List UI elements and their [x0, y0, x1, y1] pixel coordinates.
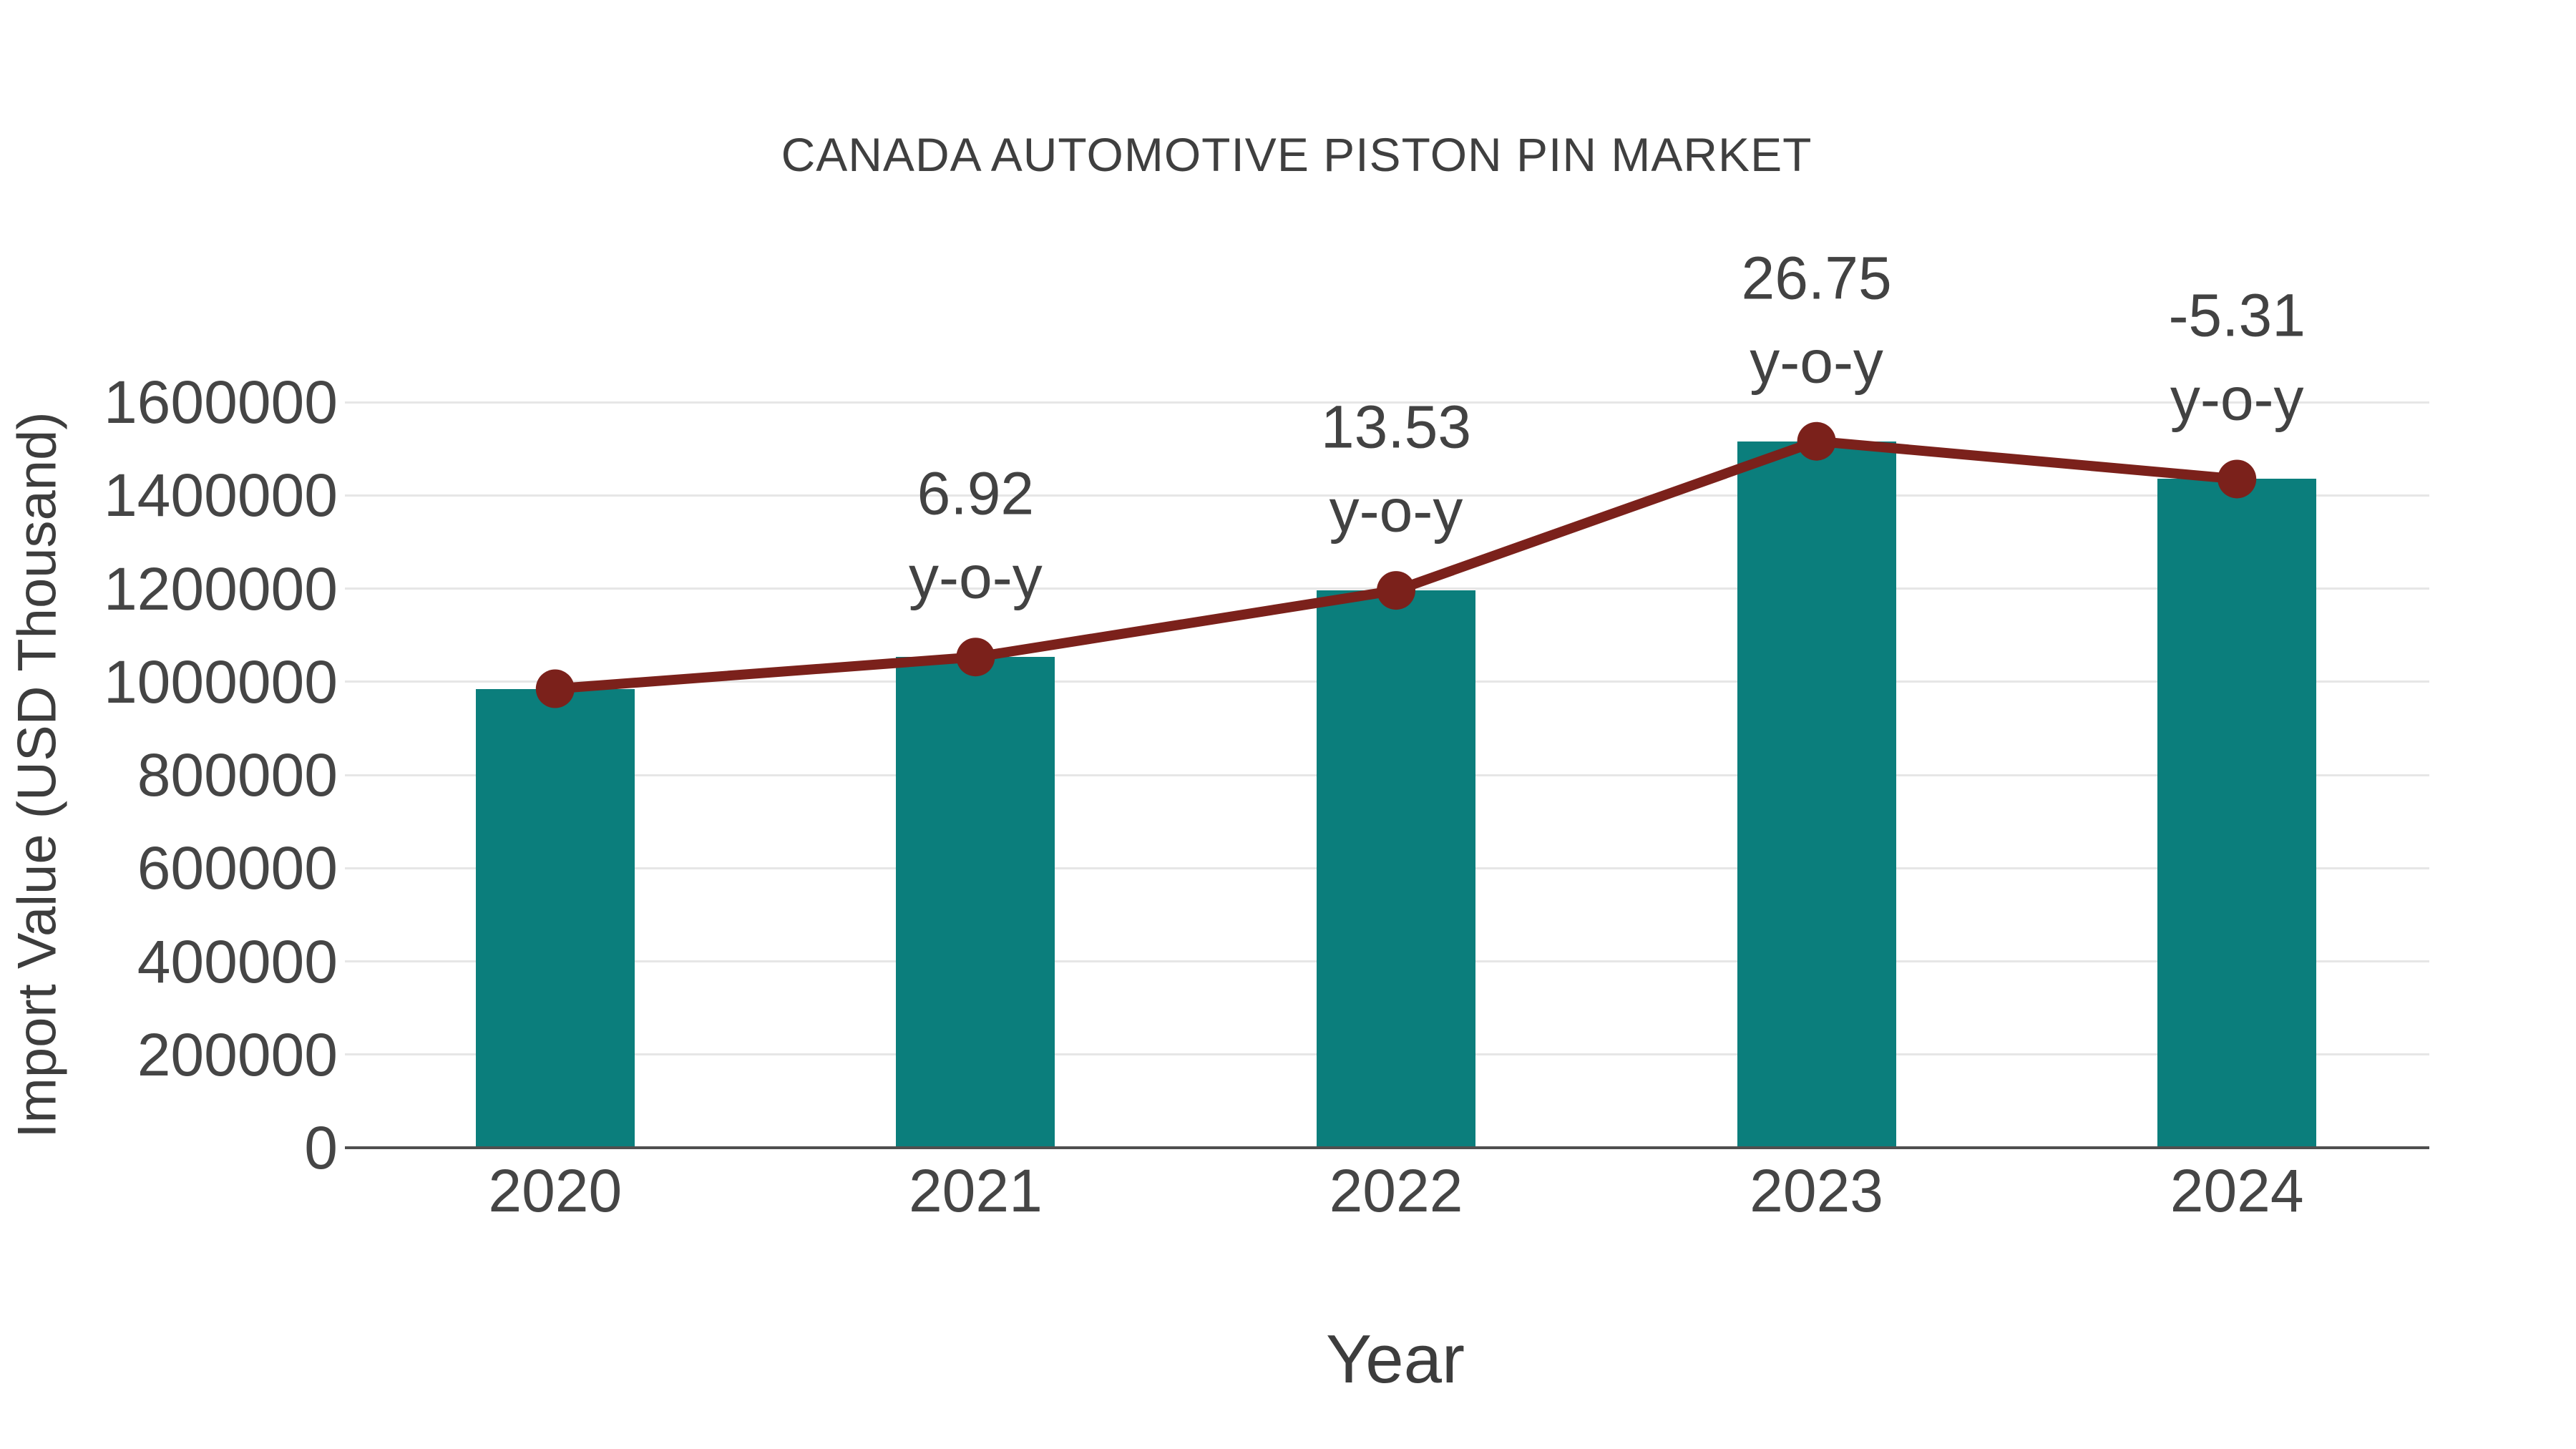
y-tick-label-1000000: 1000000 — [103, 648, 338, 716]
x-tick-label-2020: 2020 — [488, 1157, 623, 1224]
yoy-suffix-label-2022: y-o-y — [1329, 477, 1463, 545]
yoy-suffix-label-2023: y-o-y — [1750, 328, 1883, 396]
yoy-suffix-label-2021: y-o-y — [909, 543, 1043, 611]
yoy-value-label-2021: 6.92 — [917, 459, 1035, 527]
y-tick-label-1400000: 1400000 — [103, 462, 338, 530]
gridline-1600000 — [345, 401, 2429, 404]
y-tick-label-800000: 800000 — [137, 741, 338, 809]
x-tick-label-2024: 2024 — [2170, 1157, 2304, 1224]
y-tick-label-400000: 400000 — [137, 927, 338, 995]
bar-2024 — [2157, 479, 2317, 1148]
x-tick-label-2021: 2021 — [908, 1157, 1043, 1224]
yoy-suffix-label-2024: y-o-y — [2170, 365, 2304, 433]
bar-2022 — [1317, 590, 1475, 1148]
y-tick-label-200000: 200000 — [137, 1020, 338, 1088]
bar-2023 — [1737, 441, 1896, 1148]
bar-2020 — [475, 688, 635, 1148]
bar-2021 — [896, 657, 1055, 1148]
x-tick-label-2022: 2022 — [1329, 1157, 1463, 1224]
x-axis-line — [345, 1146, 2429, 1149]
chart-title: CANADA AUTOMOTIVE PISTON PIN MARKET — [781, 128, 1813, 181]
yoy-value-label-2022: 13.53 — [1320, 393, 1472, 461]
yoy-value-label-2023: 26.75 — [1741, 244, 1892, 312]
y-tick-label-600000: 600000 — [137, 834, 338, 902]
x-tick-label-2023: 2023 — [1750, 1157, 1884, 1224]
y-tick-label-1200000: 1200000 — [103, 555, 338, 623]
x-axis-title: Year — [1326, 1321, 1465, 1397]
y-tick-label-1600000: 1600000 — [103, 369, 338, 436]
gridline-1200000 — [345, 587, 2429, 590]
yoy-value-label-2024: -5.31 — [2168, 281, 2306, 349]
y-tick-label-0: 0 — [304, 1114, 338, 1181]
